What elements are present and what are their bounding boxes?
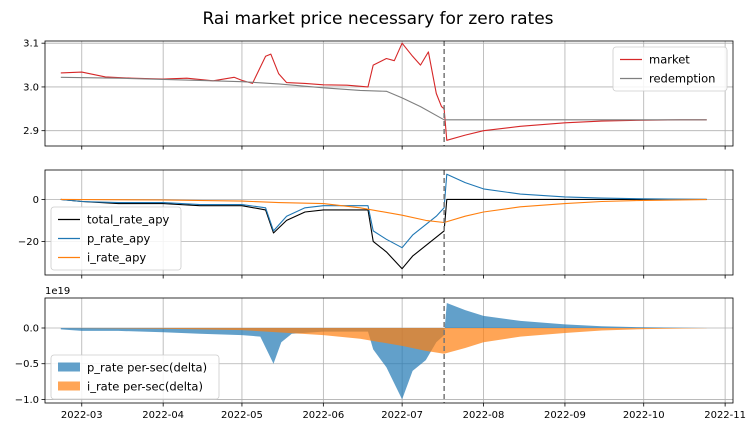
- x-tick-label: 2022-06: [302, 410, 344, 421]
- x-tick-label: 2022-08: [463, 410, 505, 421]
- axes-frame: [44, 297, 734, 404]
- legend: market redemption: [612, 46, 728, 92]
- legend-box: [50, 354, 220, 400]
- chart-title: Rai market price necessary for zero rate…: [202, 9, 553, 29]
- y-tick-label: −0.5: [15, 359, 39, 370]
- legend: p_rate per-sec(delta) i_rate per-sec(delt…: [50, 354, 220, 400]
- legend-label: p_rate_apy: [87, 232, 151, 246]
- data-layer: [60, 303, 707, 400]
- legend: total_rate_apy p_rate_apy i_rate_apy: [50, 206, 182, 271]
- area-p-rate: [60, 303, 707, 400]
- y-tick-label: 3.0: [23, 82, 39, 93]
- data-layer: [60, 173, 707, 270]
- series-line-redemption: [60, 76, 707, 121]
- legend-item: total_rate_apy: [58, 213, 170, 227]
- legend-item: i_rate_apy: [58, 251, 146, 265]
- series-line-p-rate-apy: [60, 173, 707, 249]
- y-tick-label: −1.0: [15, 395, 39, 406]
- x-tick-label: 2022-07: [381, 410, 423, 421]
- panel-apy: 0 −20 total_rate_apy p_rate_apy i_rate_apy: [18, 169, 734, 279]
- area-i-rate: [60, 328, 707, 354]
- x-tick-label: 2022-11: [704, 410, 746, 421]
- x-tick-label: 2022-04: [142, 410, 184, 421]
- x-tick-label: 2022-09: [544, 410, 586, 421]
- exponent-label: 1e19: [45, 286, 70, 297]
- series-line-total-rate-apy: [60, 198, 707, 270]
- legend-label: i_rate_apy: [87, 251, 146, 265]
- legend-item: market: [620, 53, 690, 67]
- y-tick-label: 0: [33, 195, 39, 206]
- x-tick-label: 2022-10: [623, 410, 665, 421]
- axes-frame: [44, 169, 734, 276]
- y-tick-label: −20: [18, 237, 39, 248]
- legend-label: redemption: [649, 72, 715, 86]
- legend-box: [50, 206, 182, 271]
- legend-label: total_rate_apy: [87, 213, 170, 227]
- panel-price: 2.9 3.0 3.1 market redemption: [23, 39, 734, 150]
- legend-item: p_rate per-sec(delta): [58, 361, 207, 375]
- series-line-i-rate-apy: [60, 198, 707, 224]
- legend-item: p_rate_apy: [58, 232, 151, 246]
- y-tick-label: 2.9: [23, 126, 39, 137]
- legend-label: market: [649, 53, 690, 67]
- axes-frame: [44, 40, 734, 147]
- legend-label: i_rate per-sec(delta): [87, 380, 203, 394]
- legend-box: [612, 46, 728, 92]
- y-tick-label: 3.1: [23, 39, 39, 50]
- legend-swatch: [58, 362, 80, 372]
- y-tick-label: 0.0: [23, 324, 39, 335]
- x-tick-label: 2022-03: [61, 410, 103, 421]
- legend-item: i_rate per-sec(delta): [58, 380, 203, 394]
- legend-item: redemption: [620, 72, 715, 86]
- data-layer: [60, 42, 707, 141]
- x-tick-label: 2022-05: [221, 410, 263, 421]
- panel-per_sec: 0.0 −0.5 −1.0 1e19 p_rate per-sec(delta) i_ra…: [15, 286, 746, 421]
- legend-swatch: [58, 381, 80, 391]
- legend-label: p_rate per-sec(delta): [87, 361, 207, 375]
